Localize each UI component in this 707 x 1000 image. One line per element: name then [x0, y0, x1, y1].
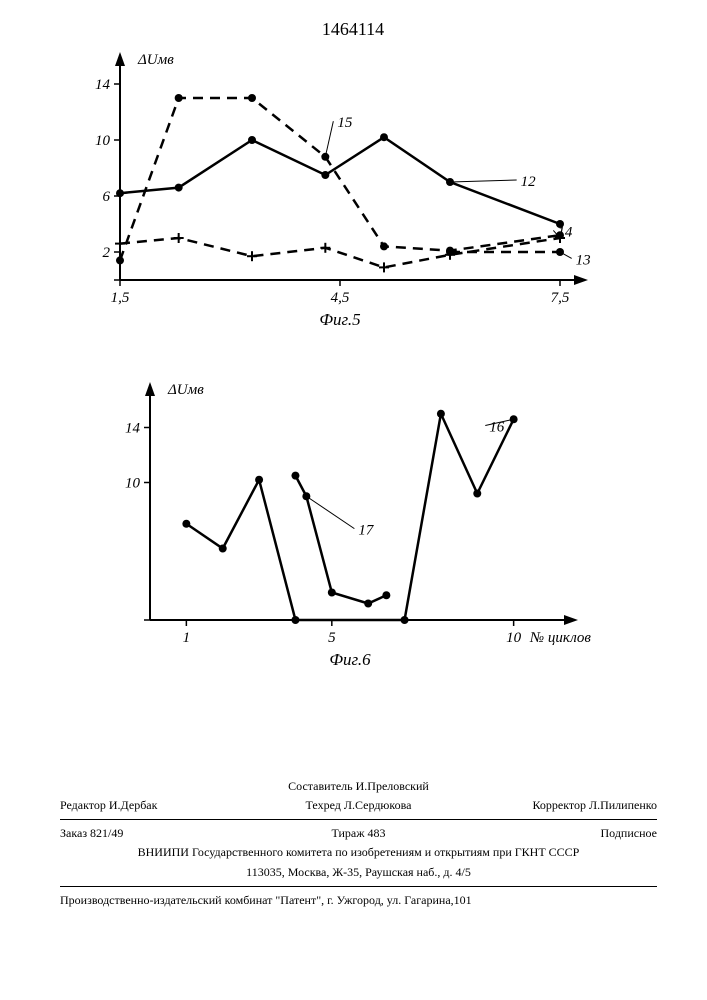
org-text: ВНИИПИ Государственного комитета по изоб…: [60, 843, 657, 862]
series-label-12: 12: [521, 174, 537, 190]
series-label-17: 17: [358, 523, 375, 539]
series-label-14: 14: [557, 224, 573, 240]
svg-text:10: 10: [125, 476, 141, 492]
svg-text:14: 14: [95, 77, 111, 93]
svg-text:ΔUмв: ΔUмв: [137, 52, 174, 68]
series-label-16: 16: [489, 420, 505, 436]
editor-text: Редактор И.Дербак: [60, 796, 259, 815]
figures-svg: 14641142610141,54,57,5ΔUмв15121413Фиг.51…: [0, 0, 707, 760]
series-label-13: 13: [576, 252, 591, 268]
svg-text:4,5: 4,5: [331, 290, 350, 306]
svg-text:№ циклов: № циклов: [529, 630, 591, 646]
svg-text:10: 10: [95, 133, 111, 149]
svg-text:ΔUмв: ΔUмв: [167, 382, 204, 398]
compiler-text: Составитель И.Преловский: [259, 777, 458, 796]
svg-text:1,5: 1,5: [111, 290, 130, 306]
svg-text:14: 14: [125, 421, 141, 437]
circulation-text: Тираж 483: [259, 824, 458, 843]
corrector-text: Корректор Л.Пилипенко: [458, 796, 657, 815]
subscription-text: Подписное: [458, 824, 657, 843]
svg-text:2: 2: [103, 245, 111, 261]
svg-text:1: 1: [183, 630, 191, 646]
svg-text:7,5: 7,5: [551, 290, 570, 306]
colophon: Составитель И.Преловский Редактор И.Дерб…: [60, 777, 657, 910]
address-text: 113035, Москва, Ж-35, Раушская наб., д. …: [60, 863, 657, 882]
chart-Фиг.5: 2610141,54,57,5ΔUмв15121413Фиг.5: [95, 52, 591, 329]
chart-Фиг.6: 10 14 1 5 10 ΔUмв № циклов 16 17 Фиг.6: [125, 382, 591, 669]
printer-text: Производственно-издательский комбинат "П…: [60, 891, 657, 910]
svg-text:6: 6: [103, 189, 111, 205]
tech-text: Техред Л.Сердюкова: [259, 796, 458, 815]
order-text: Заказ 821/49: [60, 824, 259, 843]
series-16: [186, 414, 513, 620]
chart-title: Фиг.5: [319, 310, 360, 329]
series-label-15: 15: [337, 115, 353, 131]
patent-number: 1464114: [322, 19, 384, 39]
svg-text:10: 10: [506, 630, 522, 646]
chart-title: Фиг.6: [329, 650, 371, 669]
svg-text:5: 5: [328, 630, 336, 646]
